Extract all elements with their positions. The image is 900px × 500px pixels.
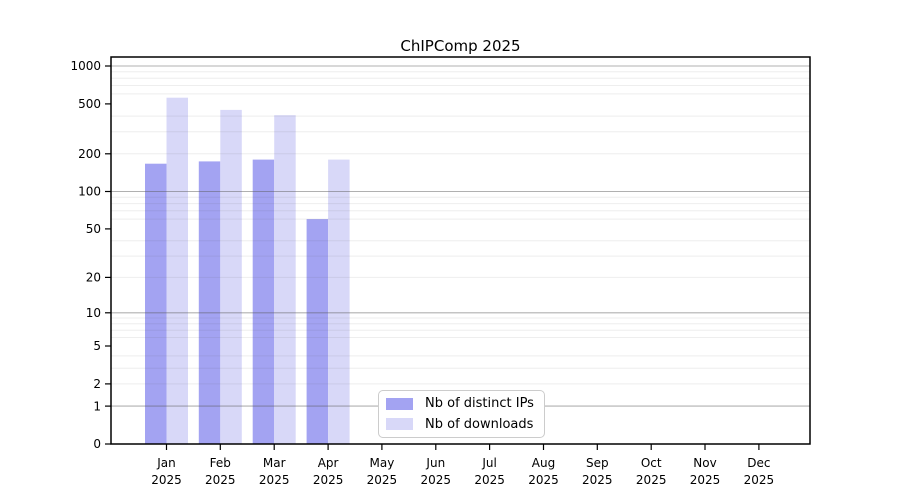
x-tick-label: Dec [747, 456, 770, 470]
x-tick-label-year: 2025 [636, 473, 667, 487]
x-tick-label: Oct [641, 456, 662, 470]
y-tick-label: 100 [78, 185, 101, 199]
bar-downloads [166, 97, 188, 444]
legend: Nb of distinct IPs Nb of downloads [378, 390, 545, 438]
x-tick-label: Feb [210, 456, 231, 470]
legend-item-downloads: Nb of downloads [386, 417, 544, 432]
y-tick-label: 500 [78, 97, 101, 111]
y-tick-label: 20 [86, 271, 101, 285]
bar-downloads [274, 115, 296, 444]
y-tick-label: 1 [93, 399, 101, 413]
legend-swatch-downloads [386, 418, 413, 431]
y-tick-label: 1000 [70, 59, 101, 73]
legend-item-distinct-ips: Nb of distinct IPs [386, 396, 544, 411]
x-tick-label-year: 2025 [690, 473, 721, 487]
x-tick-label: Apr [318, 456, 339, 470]
x-tick-label: Jul [481, 456, 496, 470]
y-tick-label: 5 [93, 339, 101, 353]
x-tick-label: Jan [156, 456, 176, 470]
bar-distinct-ips [145, 163, 167, 444]
bar-distinct-ips [252, 159, 275, 444]
plot-frame [110, 56, 811, 445]
legend-label-downloads: Nb of downloads [425, 416, 534, 432]
y-tick-label: 200 [78, 147, 101, 161]
x-tick-label: Nov [693, 456, 716, 470]
x-tick-label-year: 2025 [259, 473, 290, 487]
y-tick-label: 10 [86, 306, 101, 320]
x-tick-label-year: 2025 [205, 473, 236, 487]
legend-swatch-distinct-ips [386, 397, 413, 410]
x-tick-label-year: 2025 [367, 473, 398, 487]
bar-distinct-ips [306, 219, 329, 444]
y-tick-label: 2 [93, 377, 101, 391]
chart-title: ChIPComp 2025 [400, 37, 521, 55]
x-tick-label: May [369, 456, 394, 470]
bar-downloads [220, 109, 242, 445]
x-tick-label-year: 2025 [744, 473, 775, 487]
x-tick-label-year: 2025 [151, 473, 182, 487]
x-tick-label-year: 2025 [528, 473, 559, 487]
bar-distinct-ips [198, 161, 221, 444]
x-tick-label-year: 2025 [582, 473, 613, 487]
x-tick-label-year: 2025 [421, 473, 452, 487]
legend-label-distinct-ips: Nb of distinct IPs [425, 396, 534, 412]
bar-downloads [328, 159, 350, 444]
x-tick-label-year: 2025 [313, 473, 344, 487]
x-tick-label: Mar [263, 456, 286, 470]
y-tick-label: 0 [93, 437, 101, 451]
x-tick-label: Jun [425, 456, 445, 470]
x-tick-label: Sep [586, 456, 609, 470]
x-tick-label-year: 2025 [474, 473, 505, 487]
x-tick-label: Aug [532, 456, 555, 470]
y-tick-label: 50 [86, 222, 101, 236]
